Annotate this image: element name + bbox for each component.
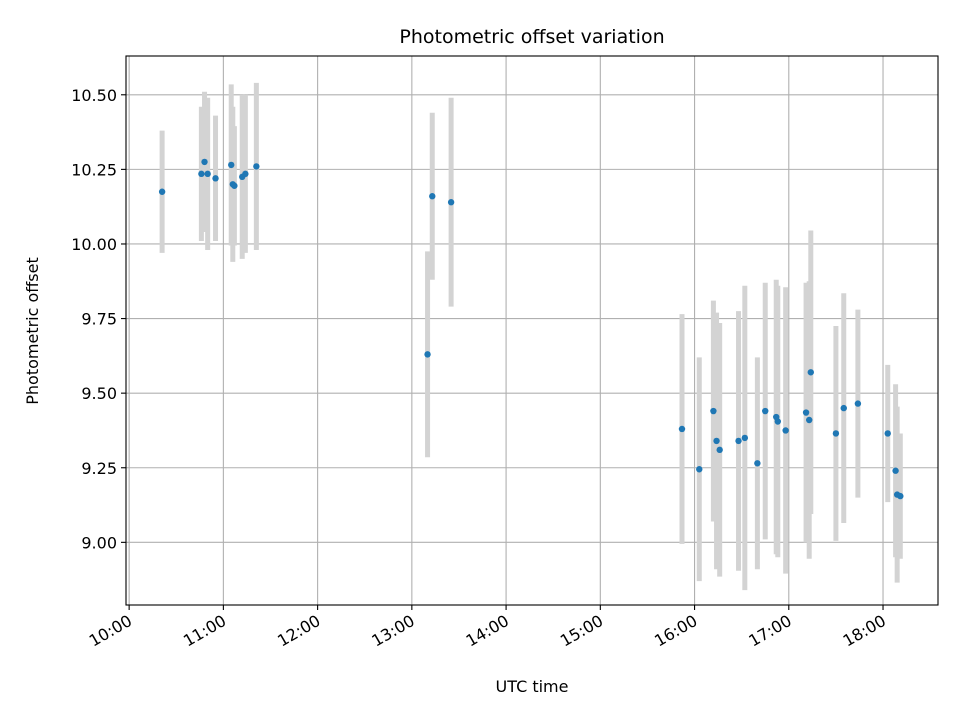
data-point [242,170,249,178]
y-tick-label: 10.00 [71,235,117,254]
data-point [774,418,781,425]
data-point [447,199,455,206]
data-point [429,193,436,200]
y-axis: 9.00 9.25 9.50 9.75 10.00 10.25 10.50 [71,86,126,552]
y-axis-label: Photometric offset [23,257,42,405]
y-tick-label: 10.50 [71,86,117,105]
data-point [424,351,431,358]
data-points [158,158,904,500]
data-point [204,170,211,178]
data-point [840,404,847,412]
y-tick-label: 9.75 [81,310,117,329]
data-point [807,369,814,376]
grid [126,56,938,605]
y-tick-label: 9.00 [81,533,117,552]
data-point [201,158,208,166]
data-point [832,430,840,437]
data-point [735,437,742,445]
data-point [696,466,703,473]
data-point [762,407,769,415]
data-point [806,416,813,424]
data-point [212,175,219,182]
data-point [897,492,904,500]
plot-frame [125,55,939,606]
chart-title: Photometric offset variation [399,26,664,48]
data-point [228,161,235,169]
data-point [198,170,205,178]
data-point [678,425,686,433]
y-tick-label: 9.25 [81,459,117,478]
data-point [716,446,723,454]
data-point [741,434,749,442]
data-point [713,437,720,445]
data-point [854,400,862,407]
data-point [782,427,789,434]
data-point [892,467,899,474]
y-tick-label: 9.50 [81,384,117,403]
y-tick-label: 10.25 [71,160,117,179]
data-point [710,407,717,415]
data-point [754,460,761,467]
data-point [158,188,166,195]
data-point [253,163,260,170]
data-point [884,430,891,437]
x-axis-label: UTC time [496,677,569,696]
data-point [231,182,238,189]
data-point [802,409,810,416]
